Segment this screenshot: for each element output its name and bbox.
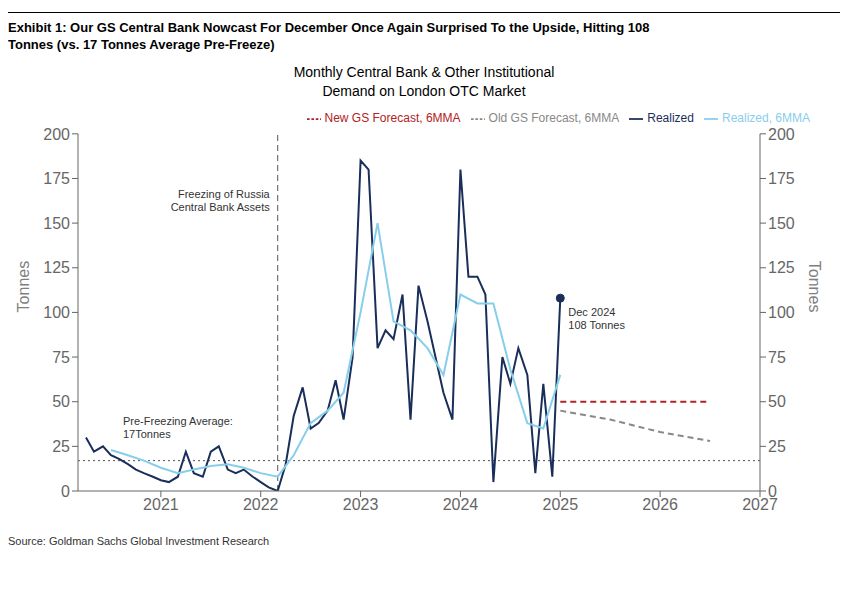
svg-text:175: 175 <box>43 170 70 187</box>
svg-text:200: 200 <box>43 126 70 143</box>
svg-text:75: 75 <box>52 349 70 366</box>
svg-text:Pre-Freezing Average:17Tonnes: Pre-Freezing Average:17Tonnes <box>123 415 233 440</box>
html-text:Monthly Central Bank & Other I: Monthly Central Bank & Other Institution… <box>293 64 555 99</box>
svg-text:2026: 2026 <box>642 496 678 513</box>
svg-text:Dec 2024108 Tonnes: Dec 2024108 Tonnes <box>568 306 625 331</box>
svg-text:25: 25 <box>52 438 70 455</box>
html-text:Old GS Forecast, 6MMA: Old GS Forecast, 6MMA <box>488 111 620 125</box>
svg-text:Tonnes: Tonnes <box>806 261 823 313</box>
svg-text:75: 75 <box>768 349 786 366</box>
svg-text:2027: 2027 <box>742 496 778 514</box>
svg-text:2022: 2022 <box>243 496 279 513</box>
svg-text:0: 0 <box>61 483 70 500</box>
svg-text:150: 150 <box>43 215 70 232</box>
svg-text:50: 50 <box>768 393 786 410</box>
html-text:Source: Goldman Sachs Global I: Source: Goldman Sachs Global Investment … <box>8 535 270 547</box>
html-text:Realized: Realized <box>647 111 694 125</box>
svg-text:25: 25 <box>768 438 786 455</box>
svg-text:0: 0 <box>768 483 777 500</box>
svg-text:125: 125 <box>768 259 795 276</box>
svg-text:150: 150 <box>768 215 795 232</box>
svg-text:2021: 2021 <box>143 496 179 513</box>
svg-text:50: 50 <box>52 393 70 410</box>
svg-text:2025: 2025 <box>542 496 578 513</box>
html-text:New GS Forecast, 6MMA: New GS Forecast, 6MMA <box>324 111 461 125</box>
svg-text:125: 125 <box>43 259 70 276</box>
svg-text:200: 200 <box>768 126 795 143</box>
svg-text:Freezing of RussiaCentral Bank: Freezing of RussiaCentral Bank Assets <box>171 188 271 213</box>
svg-text:175: 175 <box>768 170 795 187</box>
svg-text:2023: 2023 <box>343 496 379 513</box>
svg-text:Tonnes: Tonnes <box>15 261 32 313</box>
html-text:Realized, 6MMA: Realized, 6MMA <box>722 111 810 125</box>
html-text:Exhibit 1: Our GS Central Bank: Exhibit 1: Our GS Central Bank Nowcast F… <box>8 20 650 52</box>
svg-text:2024: 2024 <box>443 496 479 513</box>
svg-text:100: 100 <box>43 304 70 321</box>
svg-text:100: 100 <box>768 304 795 321</box>
